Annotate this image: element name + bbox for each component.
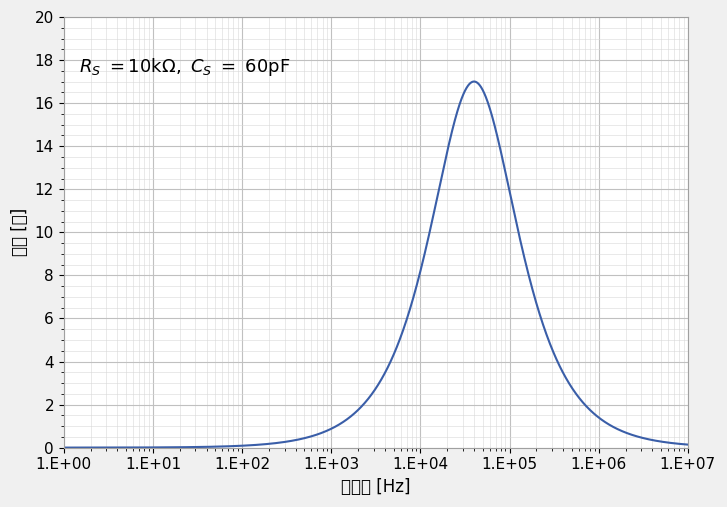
X-axis label: 周波数 [Hz]: 周波数 [Hz] <box>341 478 411 496</box>
Text: $R_S\ =10\mathrm{k}\Omega,\ C_S\ =\ 60\mathrm{pF}$: $R_S\ =10\mathrm{k}\Omega,\ C_S\ =\ 60\m… <box>79 56 291 78</box>
Y-axis label: 位相 [度]: 位相 [度] <box>11 208 29 257</box>
